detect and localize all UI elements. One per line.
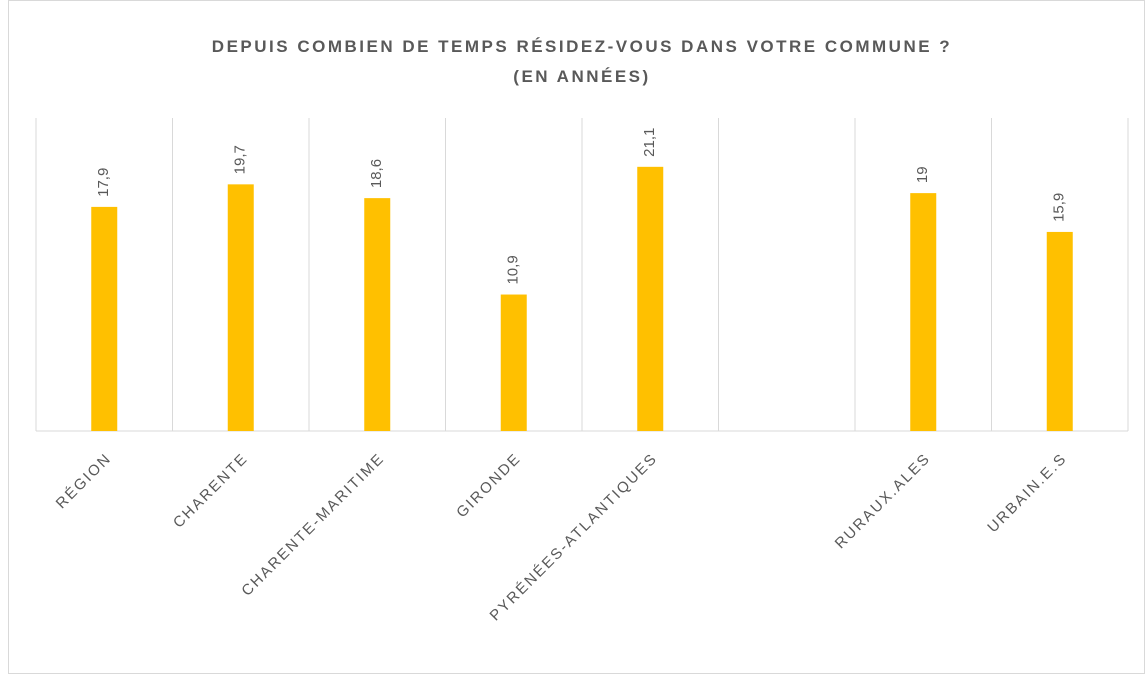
value-label: 17,9 (95, 168, 112, 197)
value-label: 10,9 (505, 255, 522, 284)
chart-border (8, 0, 1145, 674)
bar (364, 198, 391, 431)
bar (91, 206, 118, 431)
chart-title: DEPUIS COMBIEN DE TEMPS RÉSIDEZ-VOUS DAN… (212, 37, 952, 56)
bar (500, 294, 527, 431)
value-label: 19,7 (232, 145, 249, 174)
bar (1046, 231, 1073, 431)
value-label: 18,6 (368, 159, 385, 188)
bar (227, 184, 254, 431)
chart-subtitle: (EN ANNÉES) (513, 67, 650, 86)
value-label: 15,9 (1051, 193, 1068, 222)
bar (910, 193, 937, 431)
value-label: 19 (914, 166, 931, 183)
bar (637, 166, 664, 431)
value-label: 21,1 (641, 128, 658, 157)
